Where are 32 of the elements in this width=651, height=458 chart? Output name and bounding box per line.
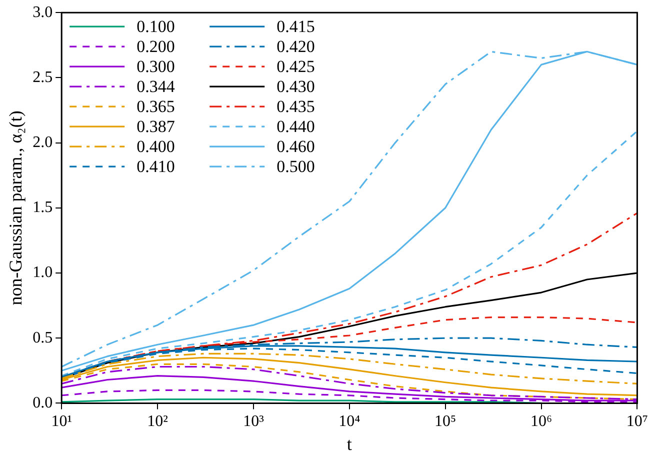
x-tick-label: 10⁷ bbox=[626, 413, 648, 430]
y-tick-label: 0.0 bbox=[32, 394, 53, 412]
legend-label: 0.300 bbox=[136, 57, 175, 76]
legend-label: 0.425 bbox=[276, 57, 315, 76]
y-tick-label: 0.5 bbox=[32, 329, 53, 346]
legend-label: 0.387 bbox=[136, 117, 176, 136]
y-tick-label: 3.0 bbox=[32, 4, 53, 21]
y-axis-title: non-Gaussian param., α₂(t) bbox=[6, 110, 26, 306]
legend-label: 0.344 bbox=[136, 77, 176, 96]
y-tick-label: 2.0 bbox=[32, 134, 53, 152]
x-tick-label: 10³ bbox=[243, 413, 264, 430]
legend-label: 0.365 bbox=[136, 97, 175, 116]
legend-label: 0.420 bbox=[276, 37, 315, 56]
legend-label: 0.200 bbox=[136, 37, 175, 56]
legend-label: 0.440 bbox=[276, 117, 315, 136]
legend-label: 0.400 bbox=[136, 137, 175, 156]
legend-label: 0.500 bbox=[276, 157, 315, 176]
y-tick-label: 2.5 bbox=[32, 68, 53, 86]
legend-label: 0.435 bbox=[276, 97, 315, 116]
y-tick-label: 1.5 bbox=[32, 199, 53, 216]
legend-label: 0.415 bbox=[276, 17, 315, 36]
legend-label: 0.430 bbox=[276, 77, 315, 96]
x-tick-label: 10² bbox=[147, 413, 168, 430]
y-tick-label: 1.0 bbox=[32, 264, 53, 282]
legend-label: 0.410 bbox=[136, 157, 175, 176]
x-tick-label: 10⁴ bbox=[338, 413, 361, 430]
x-tick-label: 10¹ bbox=[51, 413, 72, 430]
legend-label: 0.460 bbox=[276, 137, 315, 156]
x-tick-label: 10⁶ bbox=[530, 413, 552, 430]
x-axis-title: t bbox=[346, 434, 352, 454]
x-tick-label: 10⁵ bbox=[434, 413, 456, 430]
legend-label: 0.100 bbox=[136, 17, 175, 36]
